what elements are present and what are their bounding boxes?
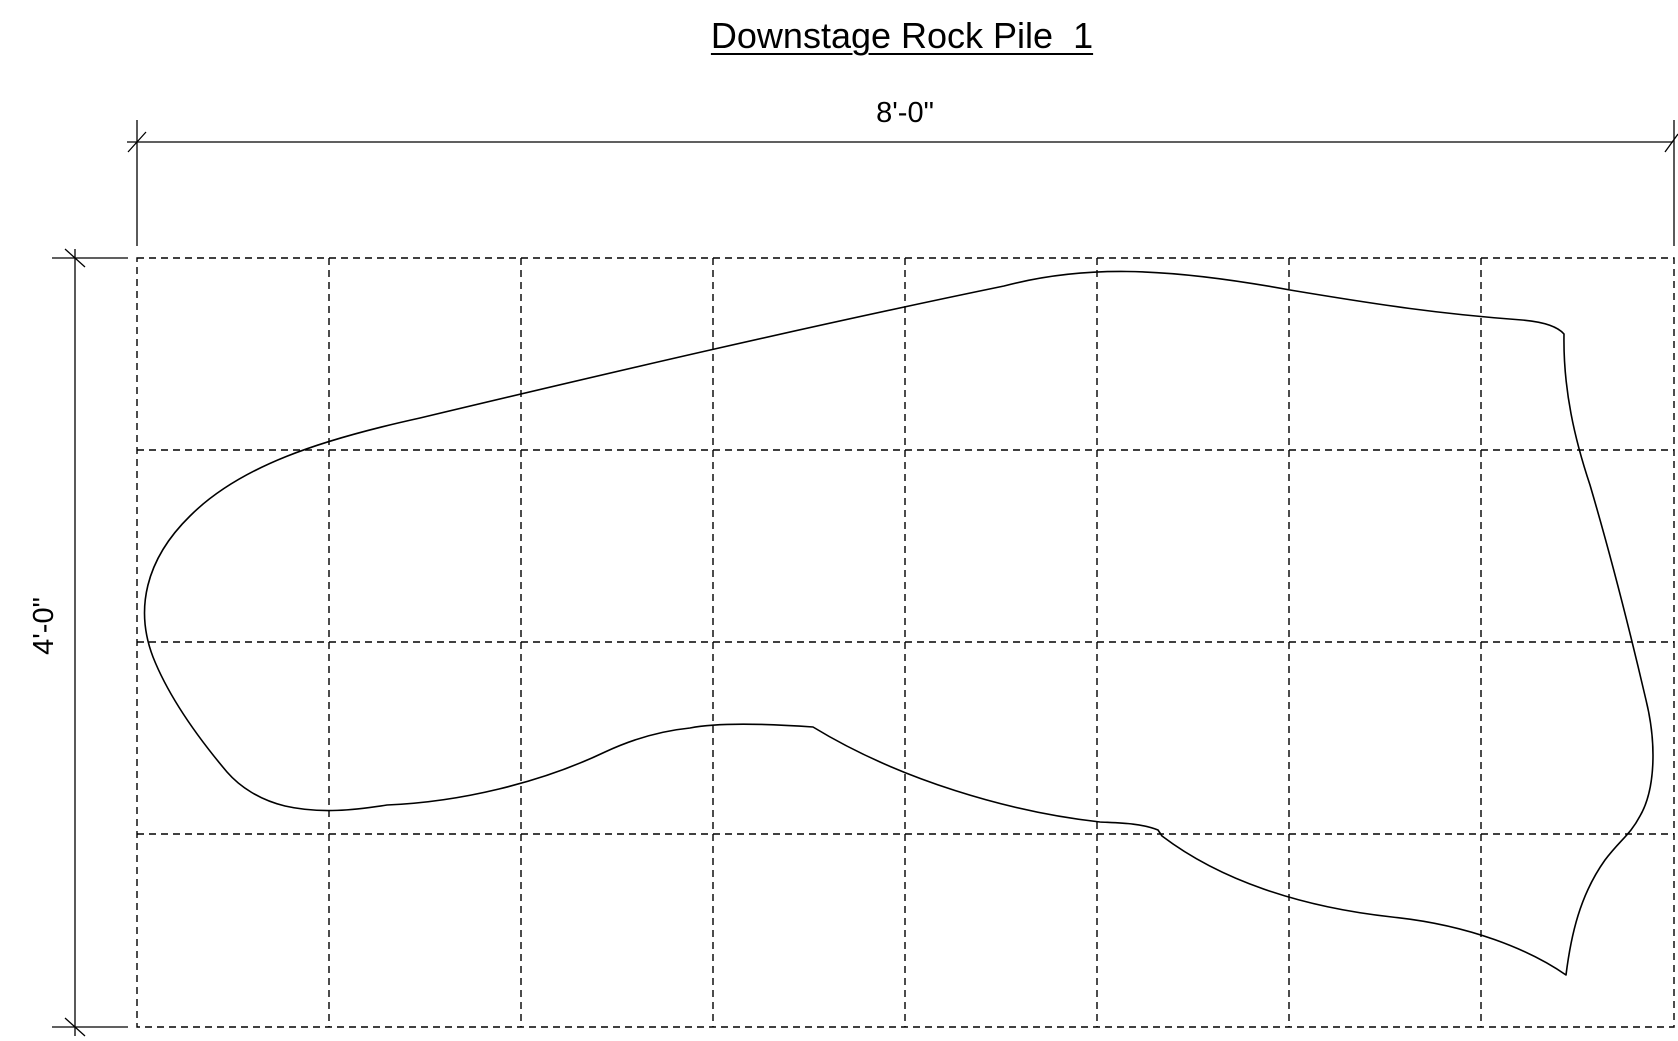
height-tick-bottom <box>64 1017 86 1037</box>
height-dimension <box>52 248 128 1037</box>
width-dimension-label: 8'-0" <box>876 97 934 129</box>
rock-pile-outline <box>143 270 1654 976</box>
width-tick-left <box>127 131 147 153</box>
height-tick-top <box>64 248 86 268</box>
width-dimension <box>127 120 1678 246</box>
drawing-title: Downstage Rock Pile 1 <box>710 15 1094 56</box>
layout-grid <box>136 257 1675 1028</box>
width-tick-right <box>1664 133 1678 153</box>
